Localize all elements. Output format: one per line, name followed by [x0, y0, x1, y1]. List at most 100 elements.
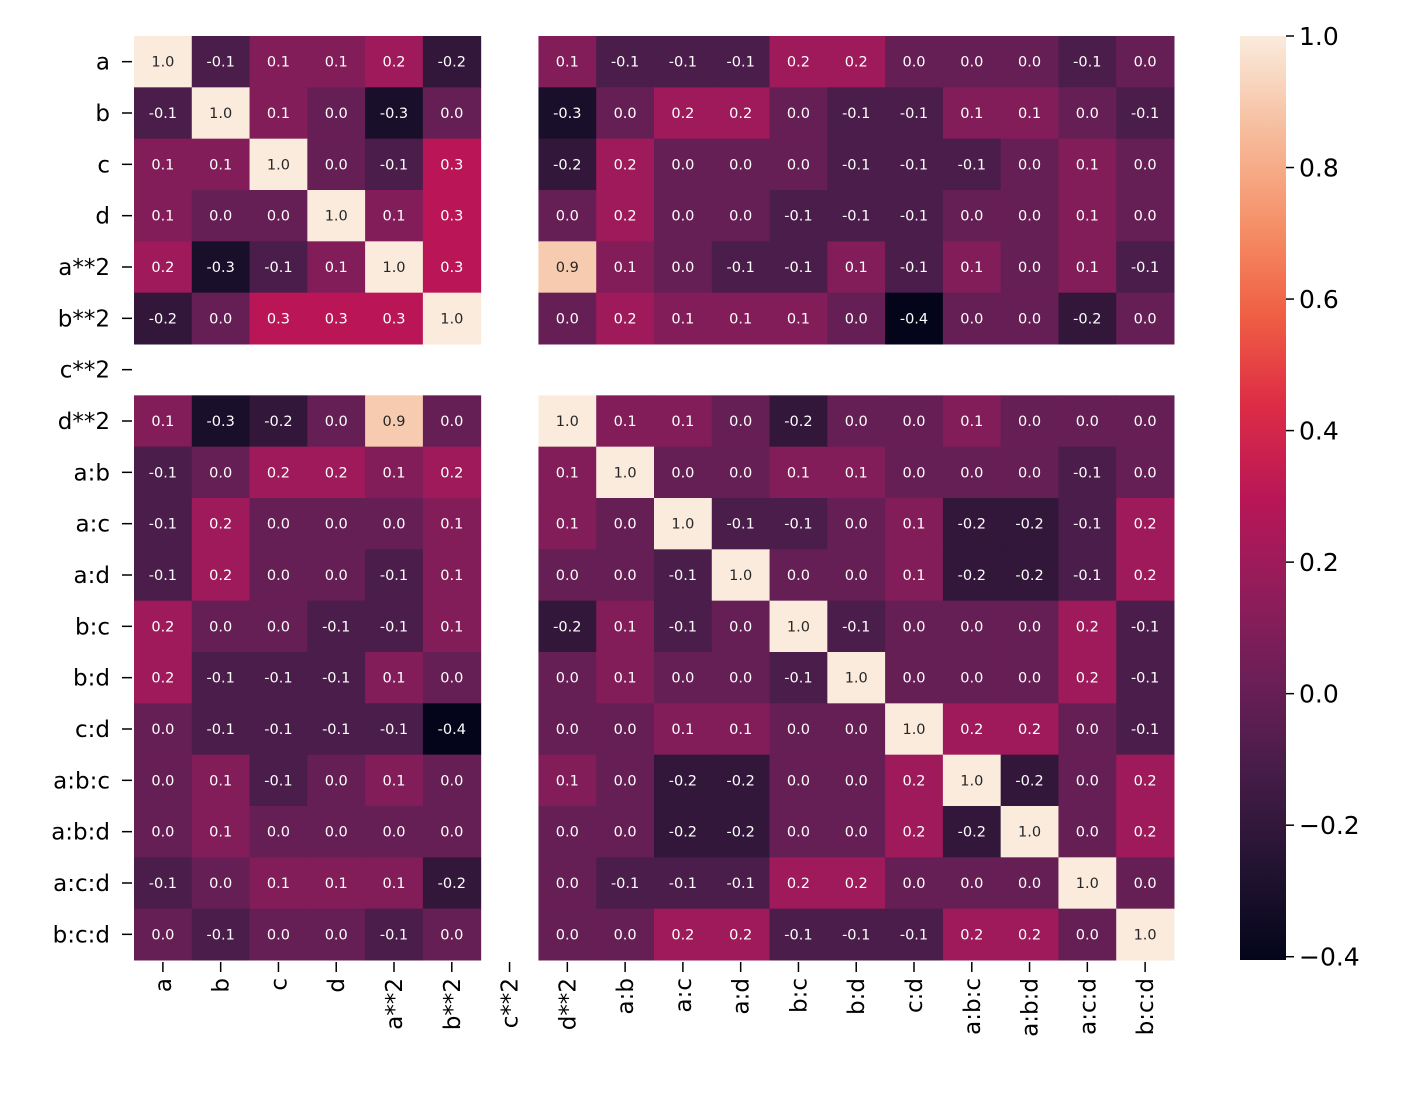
heatmap-cell — [1000, 652, 1059, 704]
heatmap-cell — [422, 498, 482, 550]
heatmap-cell — [1000, 754, 1059, 807]
cell-annotation: -0.1 — [149, 517, 177, 533]
cell-annotation: 0.0 — [267, 825, 290, 841]
heatmap-cell — [365, 908, 424, 961]
cell-annotation: 0.1 — [267, 106, 290, 122]
heatmap-cell — [538, 395, 597, 448]
x-tick-label: a:c:d — [1075, 978, 1101, 1035]
cell-annotation: 0.0 — [960, 671, 983, 687]
heatmap-cell — [827, 908, 886, 961]
cell-annotation: -0.2 — [958, 825, 986, 841]
heatmap-cell — [596, 241, 655, 294]
cell-annotation: 0.1 — [440, 517, 463, 533]
cell-annotation: 1.0 — [902, 722, 925, 738]
cell-annotation: 0.0 — [960, 876, 983, 892]
cell-annotation: 0.0 — [1018, 55, 1041, 71]
cell-annotation: -0.1 — [322, 619, 350, 635]
cell-annotation: 0.0 — [729, 465, 752, 481]
cell-annotation: 0.0 — [382, 825, 405, 841]
heatmap-cell — [191, 908, 251, 961]
cell-annotation: 0.0 — [209, 209, 232, 225]
heatmap-cell — [596, 754, 655, 807]
cell-annotation: 0.0 — [960, 55, 983, 71]
heatmap-cell — [249, 806, 308, 858]
heatmap-cell — [249, 549, 308, 602]
heatmap-cell — [1058, 857, 1117, 910]
heatmap-cell — [769, 703, 828, 756]
cell-annotation: 0.1 — [267, 876, 290, 892]
heatmap-cell — [134, 908, 193, 961]
heatmap-cell — [942, 703, 1002, 756]
heatmap-cell — [827, 652, 886, 704]
cell-annotation: -0.2 — [958, 568, 986, 584]
heatmap-cell — [596, 652, 655, 704]
cell-annotation: 1.0 — [614, 465, 637, 481]
heatmap-cell — [827, 703, 886, 756]
heatmap-cell — [307, 36, 366, 88]
heatmap-cell — [1116, 498, 1175, 550]
cell-annotation: 0.0 — [845, 311, 868, 327]
heatmap-cell — [654, 498, 713, 550]
cell-annotation: 0.2 — [1134, 773, 1157, 789]
y-tick-label: c — [97, 152, 110, 178]
heatmap-cell — [191, 87, 251, 140]
heatmap-cell — [654, 241, 713, 294]
cell-annotation: 0.2 — [209, 568, 232, 584]
cell-annotation: 0.1 — [440, 619, 463, 635]
heatmap-cell — [596, 190, 655, 242]
cell-annotation: -0.1 — [264, 260, 292, 276]
heatmap-cell — [1116, 908, 1175, 961]
heatmap-cell — [1000, 87, 1059, 140]
heatmap-cell — [191, 498, 251, 550]
cell-annotation: -0.1 — [727, 517, 755, 533]
cell-annotation: 1.0 — [1134, 927, 1157, 943]
heatmap-cell — [827, 498, 886, 550]
heatmap-cell — [942, 754, 1002, 807]
heatmap-cell — [134, 600, 193, 653]
cell-annotation: 0.0 — [556, 825, 579, 841]
cell-annotation: 0.1 — [209, 773, 232, 789]
heatmap-cell — [654, 908, 713, 961]
cell-annotation: 0.0 — [151, 927, 174, 943]
heatmap-cell — [538, 87, 597, 140]
cell-annotation: 0.0 — [729, 619, 752, 635]
heatmap-cell — [538, 549, 597, 602]
heatmap-cell — [827, 549, 886, 602]
heatmap-cell — [942, 87, 1002, 140]
cell-annotation: 0.2 — [845, 55, 868, 71]
x-axis-tick-labels: a b c d a**2 b**2 c**2 d**2 a:b a:c a:d b:c b:d c:d a:… — [151, 962, 1159, 1037]
heatmap-cell — [769, 36, 828, 88]
cell-annotation: -0.2 — [438, 876, 466, 892]
cell-annotation: -0.1 — [149, 568, 177, 584]
cell-annotation: 1.0 — [325, 209, 348, 225]
cell-annotation: 0.0 — [787, 773, 810, 789]
heatmap-cell — [134, 652, 193, 704]
heatmap-cell — [769, 549, 828, 602]
heatmap-cell — [885, 138, 944, 191]
cell-annotation: -0.4 — [438, 722, 466, 738]
cell-annotation: -0.2 — [1015, 773, 1043, 789]
cell-annotation: -0.2 — [1015, 568, 1043, 584]
cell-annotation: 1.0 — [556, 414, 579, 430]
x-tick-label: a:d — [729, 978, 755, 1014]
cell-annotation: 0.0 — [1018, 157, 1041, 173]
heatmap-cell — [711, 395, 771, 448]
heatmap-cell — [1000, 292, 1059, 345]
heatmap-cell — [365, 241, 424, 294]
cell-annotation: 0.0 — [960, 209, 983, 225]
cell-annotation: -0.1 — [1131, 722, 1159, 738]
heatmap-cell — [1000, 703, 1059, 756]
cell-annotation: -0.1 — [611, 876, 639, 892]
heatmap-cell — [711, 703, 771, 756]
cell-annotation: 1.0 — [440, 311, 463, 327]
cell-annotation: 0.0 — [267, 619, 290, 635]
heatmap-cell — [307, 190, 366, 242]
cell-annotation: -0.1 — [149, 876, 177, 892]
heatmap-cell — [885, 703, 944, 756]
heatmap-cell — [596, 498, 655, 550]
heatmap-cell — [191, 36, 251, 88]
cell-annotation: 0.9 — [382, 414, 405, 430]
heatmap-cell — [538, 703, 597, 756]
heatmap-cell — [1116, 703, 1175, 756]
cell-annotation: -0.1 — [264, 773, 292, 789]
